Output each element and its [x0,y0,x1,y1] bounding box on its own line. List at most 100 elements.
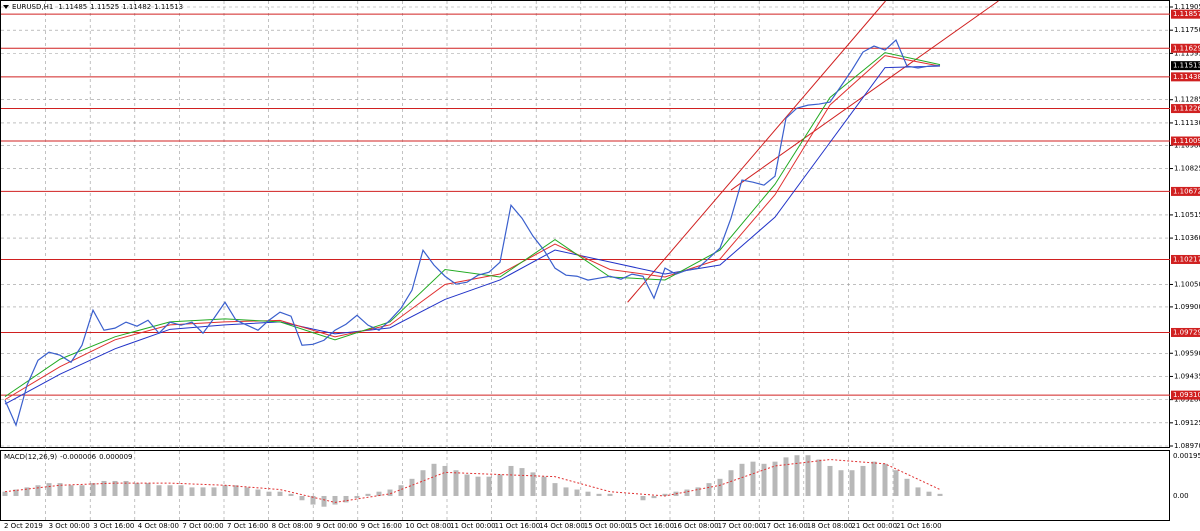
level-label-box [1171,104,1200,114]
level-label-box [1171,254,1200,264]
macd-bar [750,461,756,496]
x-tick-label: 4 Oct 08:00 [138,522,179,530]
macd-bar [728,470,734,496]
macd-bar [574,489,580,496]
x-tick-label: 21 Oct 16:00 [896,522,942,530]
macd-bar [178,485,184,496]
macd-bar [35,485,41,496]
level-label: 1.10672 [1173,187,1200,195]
macd-bar [354,495,360,499]
macd-bar [871,461,877,496]
x-tick-label: 9 Oct 16:00 [361,522,402,530]
macd-bar [101,480,107,496]
y-tick-label: 1.11130 [1174,119,1200,127]
low: 1.11482 [122,3,151,11]
macd-bar [442,465,448,496]
macd-bar [398,485,404,496]
macd-label: MACD(12,26,9) [4,453,57,461]
open: 1.11485 [58,3,87,11]
trendline [627,0,886,303]
macd-bar [13,489,19,496]
close: 1.11513 [154,3,183,11]
macd-bar [134,483,140,496]
x-tick-label: 11 Oct 16:00 [495,522,541,530]
macd-bar [805,455,811,496]
macd-bar [530,472,536,496]
y-tick-label: 1.11285 [1174,96,1200,104]
level-label: 1.11857 [1173,10,1200,18]
y-tick-label: 1.10360 [1174,234,1200,242]
macd-bar [255,489,261,496]
macd-bar [662,493,668,496]
level-label: 1.09310 [1173,391,1200,399]
macd-bar [2,491,8,496]
macd-bar [684,489,690,496]
y-tick-label: 1.09435 [1174,372,1200,380]
macd-bar [167,485,173,496]
macd-bar [607,493,613,496]
level-label-box [1171,186,1200,196]
macd-bar [838,470,844,496]
macd-bar [46,483,52,496]
level-label-box [1171,136,1200,146]
y-tick-label: 0.00 [1173,492,1189,500]
macd-bar [288,493,294,496]
macd-header: MACD(12,26,9) -0.000006 0.000009 [4,453,133,461]
macd-bar [299,495,305,501]
macd-bar [145,483,151,496]
x-tick-label: 10 Oct 08:00 [405,522,451,530]
macd-bar [519,468,525,496]
macd-bar [244,487,250,496]
y-tick-label: 1.11905 [1174,3,1200,11]
macd-bar [365,493,371,496]
level-label: 1.11226 [1173,105,1200,113]
macd-bar [717,478,723,496]
macd-bar [211,487,217,496]
macd-bar [563,487,569,496]
y-tick-label: 1.08970 [1174,442,1200,450]
macd-bar [112,480,118,496]
macd-bar [233,485,239,496]
signal-line [4,459,941,503]
macd-bar [651,495,657,499]
macd-bar [156,485,162,496]
last-price-box [1171,61,1200,71]
level-label-box [1171,72,1200,82]
level-label: 1.11438 [1173,73,1200,81]
y-tick-label: 1.09590 [1174,349,1200,357]
moving-average [4,52,941,398]
macd-bar [222,485,228,496]
symbol-arrow [3,5,9,9]
x-tick-label: 18 Oct 08:00 [807,522,853,530]
macd-bar [266,491,272,496]
macd-bar [420,470,426,496]
macd-bar [937,493,943,496]
macd-bar [387,489,393,496]
y-tick-label: 1.09900 [1174,303,1200,311]
macd-bar [904,478,910,496]
level-label: 1.11009 [1173,137,1200,145]
y-tick-label: 1.11750 [1174,26,1200,34]
main-panel-frame [0,0,1170,448]
level-label-box [1171,9,1200,19]
macd-bar [794,455,800,496]
macd-bar [57,483,63,496]
macd-bar [508,465,514,496]
y-tick-label: 1.11595 [1174,49,1200,57]
macd-bar [277,491,283,496]
macd-bar [541,476,547,496]
macd-bar [761,463,767,496]
x-tick-label: 2 Oct 2019 [4,522,43,530]
macd-bar [860,465,866,496]
x-tick-label: 21 Oct 00:00 [851,522,897,530]
macd-bar [24,487,30,496]
macd-bar [849,470,855,496]
level-label-box [1171,327,1200,337]
y-tick-label: 1.10050 [1174,280,1200,288]
x-tick-label: 16 Oct 08:00 [673,522,719,530]
macd-panel-frame [0,450,1170,521]
moving-average [4,65,941,405]
macd-bar [926,491,932,496]
macd-bar [739,463,745,496]
macd-bar [409,478,415,496]
